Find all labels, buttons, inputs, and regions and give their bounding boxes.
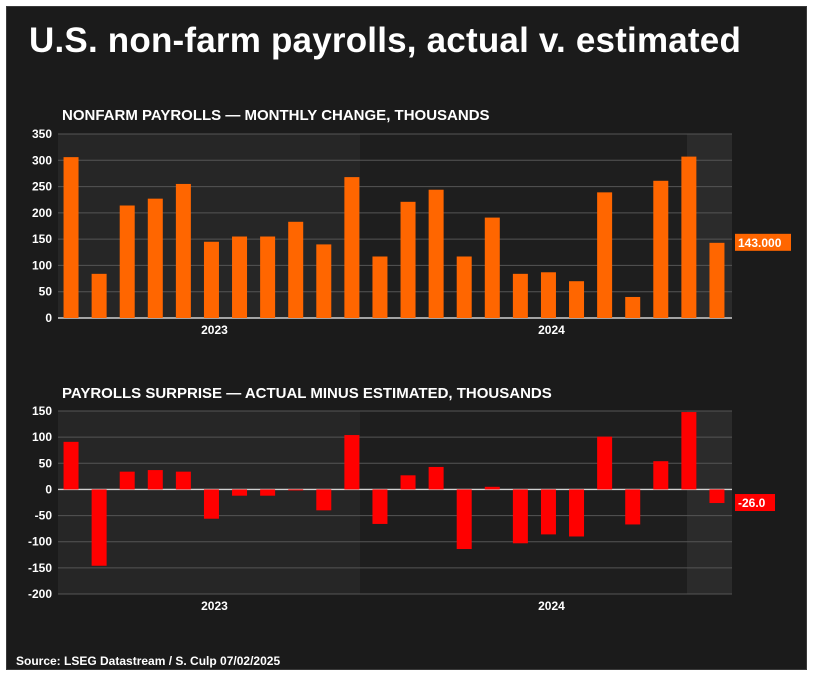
surprise-ytick-label: 150	[32, 404, 52, 418]
payrolls-panel-title: NONFARM PAYROLLS — MONTHLY CHANGE, THOUS…	[62, 107, 490, 124]
payrolls-bar	[372, 256, 388, 318]
payrolls-bar	[569, 281, 585, 318]
surprise-panel-title: PAYROLLS SURPRISE — ACTUAL MINUS ESTIMAT…	[62, 385, 552, 402]
surprise-bar	[428, 466, 444, 490]
payrolls-bar	[540, 272, 556, 318]
payrolls-bar	[400, 201, 416, 318]
surprise-ytick-label: -150	[28, 561, 52, 575]
surprise-ytick-label: 50	[39, 456, 53, 470]
payrolls-bar	[512, 273, 528, 318]
surprise-y-axis: 150 100 50 0 -50 -100 -150 -200	[28, 404, 52, 601]
surprise-bars	[63, 412, 725, 566]
surprise-bar	[63, 441, 79, 490]
payrolls-bar	[175, 183, 191, 318]
payrolls-last-value-label: 143.000	[738, 236, 782, 250]
surprise-bar	[91, 489, 107, 566]
payrolls-bar	[91, 273, 107, 318]
surprise-bar	[344, 435, 360, 490]
surprise-xlabel-2024: 2024	[538, 599, 565, 613]
payrolls-bar	[288, 221, 304, 318]
payrolls-bar	[484, 217, 500, 318]
payrolls-ytick-label: 0	[45, 311, 52, 325]
payrolls-ytick-label: 350	[32, 127, 52, 141]
payrolls-bar	[344, 177, 360, 318]
surprise-bar	[288, 489, 304, 491]
surprise-bar	[372, 489, 388, 524]
surprise-bar	[203, 489, 219, 519]
surprise-bar	[260, 489, 276, 496]
surprise-bar	[316, 489, 332, 511]
surprise-ytick-label: -100	[28, 535, 52, 549]
surprise-gridlines	[58, 410, 732, 595]
main-title: U.S. non-farm payrolls, actual v. estima…	[29, 21, 742, 60]
payrolls-ytick-label: 50	[39, 285, 53, 299]
payrolls-bar	[63, 157, 79, 318]
surprise-bar	[147, 470, 163, 490]
payrolls-bar	[653, 180, 669, 318]
payrolls-bar	[597, 192, 613, 318]
payrolls-panel: NONFARM PAYROLLS — MONTHLY CHANGE, THOUS…	[32, 107, 791, 337]
surprise-bar	[597, 436, 613, 490]
surprise-ytick-label: 0	[45, 482, 52, 496]
surprise-bar	[119, 471, 135, 490]
payrolls-bar	[260, 236, 276, 318]
payrolls-last-value-box	[735, 233, 791, 251]
payrolls-y-axis: 350 300 250 200 150 100 50 0	[32, 127, 52, 325]
surprise-ytick-label: 100	[32, 430, 52, 444]
surprise-bar	[456, 489, 472, 550]
surprise-bar	[484, 486, 500, 490]
payrolls-bar	[625, 296, 641, 318]
payrolls-gridlines	[58, 133, 732, 319]
surprise-bar	[569, 489, 585, 537]
payrolls-ytick-label: 200	[32, 206, 52, 220]
payrolls-xlabel-2024: 2024	[538, 323, 565, 337]
payrolls-bar	[428, 189, 444, 318]
surprise-bar	[653, 461, 669, 490]
surprise-bar	[175, 471, 191, 490]
surprise-ytick-label: -50	[35, 509, 53, 523]
payrolls-xlabel-2023: 2023	[201, 323, 228, 337]
payrolls-bar	[119, 205, 135, 318]
surprise-bar	[400, 475, 416, 490]
surprise-last-value-label: -26.0	[738, 496, 766, 510]
surprise-ytick-label: -200	[28, 587, 52, 601]
surprise-bar	[540, 489, 556, 535]
payrolls-bar	[232, 236, 248, 318]
surprise-xlabel-2023: 2023	[201, 599, 228, 613]
surprise-bar	[232, 489, 248, 496]
payrolls-bar	[456, 256, 472, 318]
payrolls-ytick-label: 300	[32, 153, 52, 167]
payrolls-bars	[63, 156, 725, 318]
payrolls-bar	[316, 244, 332, 318]
payrolls-bar	[709, 242, 725, 318]
surprise-bar	[625, 489, 641, 525]
surprise-bar	[709, 489, 725, 504]
surprise-panel: PAYROLLS SURPRISE — ACTUAL MINUS ESTIMAT…	[28, 385, 775, 613]
surprise-last-value-box	[735, 494, 775, 512]
payrolls-bar	[203, 241, 219, 318]
payrolls-ytick-label: 250	[32, 180, 52, 194]
surprise-bar	[681, 412, 697, 490]
payrolls-ytick-label: 100	[32, 258, 52, 272]
surprise-bar	[512, 489, 528, 544]
payrolls-bar	[147, 198, 163, 318]
payrolls-ytick-label: 150	[32, 232, 52, 246]
source-note: Source: LSEG Datastream / S. Culp 07/02/…	[16, 654, 281, 668]
payrolls-bar	[681, 156, 697, 318]
